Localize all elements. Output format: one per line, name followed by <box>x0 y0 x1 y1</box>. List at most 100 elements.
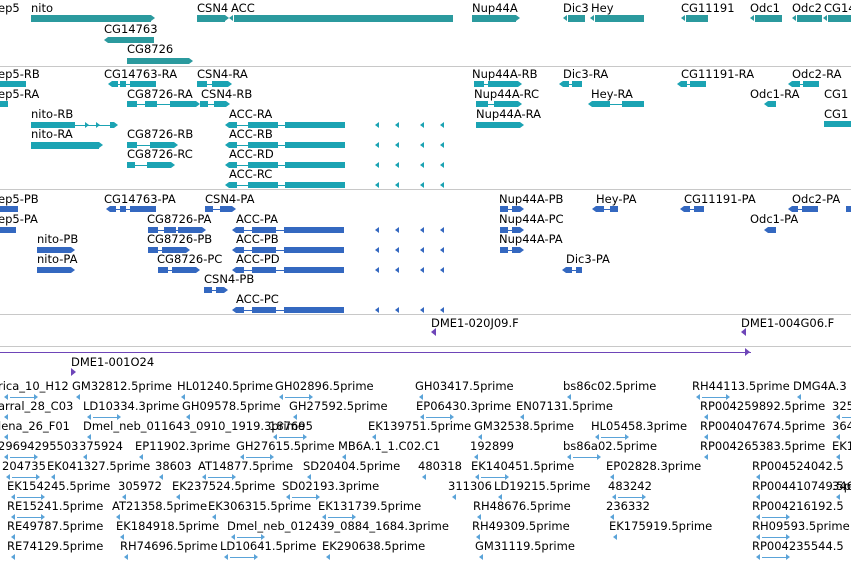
exon-block <box>622 101 644 107</box>
exon-block <box>236 227 244 233</box>
est-label: EP06430.3prime <box>416 399 512 413</box>
est-label: SD20404.5prime <box>303 459 401 473</box>
exon-block <box>824 121 851 127</box>
est-label: 192899 <box>470 439 514 453</box>
arrow-left-icon <box>232 247 236 253</box>
protein-label: ep5-PA <box>0 212 38 226</box>
exon-block <box>200 101 208 107</box>
arrow-right-icon <box>85 122 89 128</box>
protein-label: Odc2-PA <box>792 192 841 206</box>
est-label: 236332 <box>606 499 650 513</box>
est-label: 325 <box>832 399 851 413</box>
arrow-right-icon <box>316 494 320 500</box>
arrow-left-icon <box>342 454 346 460</box>
arrow-right-icon <box>745 348 750 356</box>
arrow-left-icon <box>124 554 128 560</box>
arrow-right-icon <box>96 122 100 128</box>
arrow-left-icon <box>680 206 684 212</box>
transcript-label: ep5-RB <box>0 67 40 81</box>
exon-block <box>0 81 26 87</box>
arrow-right-icon <box>518 81 522 87</box>
exon-block <box>685 15 708 22</box>
exon-block <box>212 81 228 87</box>
arrow-left-icon <box>395 142 399 148</box>
exon-block <box>566 267 572 273</box>
transcript-label: ACC-RC <box>229 167 273 181</box>
est-label: RP004235544.5 <box>752 539 844 553</box>
arrow-left-icon <box>567 394 571 400</box>
arrow-left-icon <box>51 474 55 480</box>
exon-block <box>252 247 276 253</box>
arrow-left-icon <box>375 142 379 148</box>
arrow-left-icon <box>520 414 524 420</box>
est-label: EK041327.5prime <box>47 459 151 473</box>
clone-label: DME1-004G06.F <box>741 316 835 330</box>
intron-line <box>230 557 254 558</box>
arrow-left-icon <box>420 142 424 148</box>
protein-label: CG8726-PC <box>157 252 223 266</box>
exon-block <box>148 227 158 233</box>
arrow-left-icon <box>440 122 444 128</box>
intron-line <box>762 557 786 558</box>
arrow-left-icon <box>477 514 481 520</box>
est-label: HL01240.5prime <box>177 379 274 393</box>
est-label: RP004047674.5prime <box>700 419 826 433</box>
arrow-left-icon <box>592 206 596 212</box>
est-label: bs86c02.5prime <box>563 379 657 393</box>
exon-block <box>229 122 237 128</box>
arrow-left-icon <box>836 494 840 500</box>
exon-block <box>512 247 520 253</box>
intron-line <box>12 477 36 478</box>
arrow-left-icon <box>375 307 379 313</box>
exon-block <box>197 15 225 22</box>
arrow-right-icon <box>352 514 356 520</box>
exon-block <box>754 15 782 22</box>
exon-block <box>681 81 687 87</box>
arrow-left-icon <box>307 474 311 480</box>
est-label: RE15241.5prime <box>7 499 104 513</box>
arrow-right-icon <box>41 494 45 500</box>
intron-line <box>17 497 41 498</box>
arrow-left-icon <box>440 182 444 188</box>
exon-block <box>768 101 776 107</box>
gene-label: CSN4 <box>197 1 229 15</box>
intron-line <box>426 417 450 418</box>
est-label: HL05458.3prime <box>591 419 688 433</box>
arrow-left-icon <box>756 514 760 520</box>
transcript-label: CG1 <box>824 87 849 101</box>
arrow-left-icon <box>375 267 379 273</box>
exon-block <box>220 206 232 212</box>
exon-block <box>248 142 278 148</box>
intron-line <box>500 230 520 231</box>
arrow-left-icon <box>836 414 840 420</box>
arrow-left-icon <box>612 494 616 500</box>
intron-line <box>10 397 34 398</box>
arrow-left-icon <box>476 534 480 540</box>
arrow-right-icon <box>41 514 45 520</box>
exon-block <box>476 122 520 128</box>
arrow-right-icon <box>450 414 454 420</box>
intron-line <box>566 270 582 271</box>
exon-block <box>236 267 244 273</box>
arrow-left-icon <box>229 15 233 21</box>
intron-line <box>842 417 851 418</box>
arrow-left-icon <box>6 474 10 480</box>
arrow-right-icon <box>232 474 236 480</box>
est-label: DMG4A.3 <box>793 379 847 393</box>
protein-label: ACC-PC <box>236 292 279 306</box>
arrow-right-icon <box>36 474 40 480</box>
transcript-label: CG1 <box>824 107 849 121</box>
arrow-left-icon <box>681 15 685 21</box>
arrow-left-icon <box>419 394 423 400</box>
arrow-right-icon <box>228 81 232 87</box>
exon-block <box>110 206 116 212</box>
exon-block <box>127 101 137 107</box>
protein-label: Nup44A-PC <box>499 212 564 226</box>
arrow-left-icon <box>116 514 120 520</box>
est-label: LD10334.3prime <box>83 399 180 413</box>
arrow-left-icon <box>823 15 827 21</box>
est-label: LD19215.5prime <box>494 479 591 493</box>
intron-line <box>292 497 316 498</box>
arrow-right-icon <box>518 101 522 107</box>
arrow-right-icon <box>202 227 206 233</box>
